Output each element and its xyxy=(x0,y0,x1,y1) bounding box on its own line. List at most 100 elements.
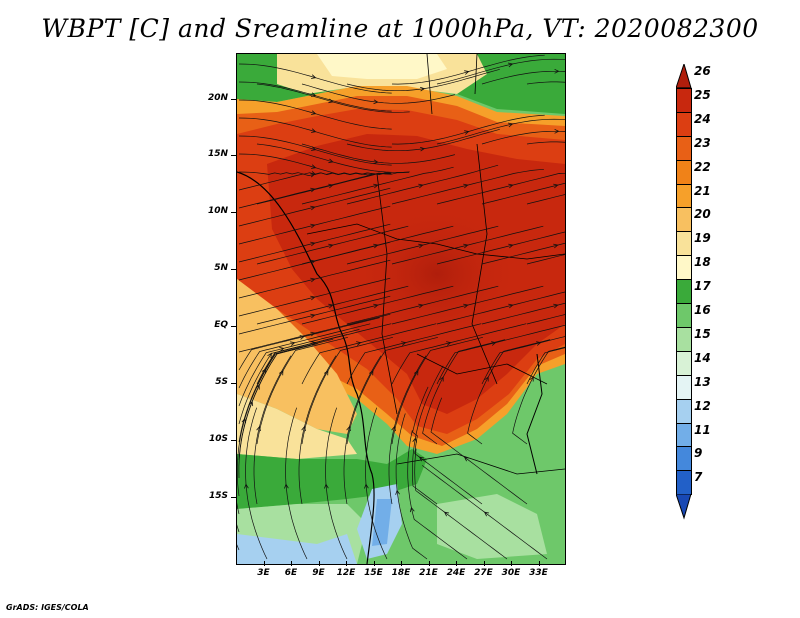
colorbar-segment xyxy=(676,326,692,352)
streamline-arrow xyxy=(310,187,316,193)
colorbar-segment xyxy=(676,159,692,185)
streamline-arrow xyxy=(244,483,249,489)
streamline xyxy=(237,524,240,533)
streamline-arrow xyxy=(373,243,379,249)
field-26-core xyxy=(352,204,522,344)
streamline xyxy=(481,70,565,85)
streamline-arrow xyxy=(536,341,542,346)
lon-tick-mark xyxy=(538,561,540,566)
streamline-arrow xyxy=(261,368,267,374)
colorbar-label: 21 xyxy=(694,183,711,198)
streamline-arrow xyxy=(554,128,560,134)
lon-tick-label: 33E xyxy=(529,568,548,578)
colorbar-label: 7 xyxy=(694,470,703,485)
colorbar-label: 22 xyxy=(694,159,711,174)
lon-tick-label: 12E xyxy=(336,568,356,578)
streamline-arrow xyxy=(311,110,317,115)
streamline-arrow xyxy=(311,164,317,169)
streamline xyxy=(436,231,565,265)
colorbar-segment xyxy=(676,207,692,233)
streamline-arrow xyxy=(310,205,316,211)
lon-tick-mark xyxy=(346,561,347,566)
field-atlantic-19 xyxy=(237,394,357,459)
streamline xyxy=(481,302,565,325)
lon-tick-mark xyxy=(263,561,265,566)
colorbar-label: 14 xyxy=(694,350,711,365)
streamline-arrow xyxy=(508,183,514,189)
streamline-arrow xyxy=(279,347,285,352)
streamline-arrow xyxy=(356,341,362,346)
streamline-arrow xyxy=(419,86,426,92)
lat-tick-mark xyxy=(231,439,236,441)
colorbar-label: 11 xyxy=(694,422,711,437)
lat-tick-mark xyxy=(231,382,236,384)
lon-tick-label: 27E xyxy=(474,568,493,578)
streamline-arrow xyxy=(373,183,379,189)
colorbar-segment xyxy=(676,374,692,400)
streamline-arrow xyxy=(328,303,334,309)
border-2 xyxy=(376,173,398,415)
streamline-arrow xyxy=(401,341,407,346)
streamline-arrow xyxy=(439,376,444,382)
streamline-arrow xyxy=(464,130,470,135)
streamline xyxy=(526,81,565,85)
streamline-arrow xyxy=(413,370,419,376)
streamline-arrow xyxy=(346,425,351,432)
lat-tick-label: 10N xyxy=(207,206,228,217)
coastline-west xyxy=(237,171,375,564)
colorbar-segment xyxy=(676,279,692,304)
field-north-18 xyxy=(317,54,447,79)
lat-tick-label: 10S xyxy=(208,433,228,444)
streamline xyxy=(481,242,565,265)
lat-tick-mark xyxy=(231,212,236,214)
lat-tick-mark xyxy=(231,269,236,271)
lon-tick-label: 24E xyxy=(446,568,466,578)
streamline-arrow xyxy=(328,98,334,104)
streamline-arrow xyxy=(508,303,514,309)
streamline xyxy=(237,502,240,515)
streamline-arrow xyxy=(443,511,450,517)
lon-tick-mark xyxy=(401,561,402,566)
colorbar-label: 18 xyxy=(694,255,711,270)
lat-tick-mark xyxy=(231,98,236,100)
map-panel xyxy=(236,53,566,565)
lon-tick-mark xyxy=(428,561,430,566)
streamline-arrow xyxy=(507,122,514,128)
lon-tick-mark xyxy=(318,561,320,566)
streamline-arrow xyxy=(553,183,559,189)
streamline-arrow xyxy=(267,352,272,358)
streamline-arrow xyxy=(395,489,400,495)
streamline-arrow xyxy=(311,146,317,151)
streamline-arrow xyxy=(491,341,497,346)
colorbar-label: 15 xyxy=(694,326,711,341)
streamline-arrow xyxy=(290,341,296,346)
lon-tick-label: 30E xyxy=(501,568,521,578)
colorbar-label: 19 xyxy=(694,231,711,246)
colorbar-segment xyxy=(676,422,692,448)
streamline xyxy=(481,182,565,205)
colorbar-segment xyxy=(676,470,692,496)
streamline xyxy=(481,336,565,385)
border-3 xyxy=(471,143,498,385)
streamline-arrow xyxy=(311,341,317,346)
streamline-arrow xyxy=(483,511,490,517)
streamline-arrow xyxy=(301,425,306,432)
streamline xyxy=(526,194,565,205)
colorbar-label: 26 xyxy=(694,64,711,78)
colorbar-label: 24 xyxy=(694,111,711,126)
streamline xyxy=(237,544,240,551)
lon-tick-label: 21E xyxy=(419,568,438,578)
streamline-arrow xyxy=(310,223,316,229)
colorbar-segment xyxy=(676,255,692,281)
streamline-arrow xyxy=(241,417,247,424)
lon-tick-mark xyxy=(483,561,485,566)
lon-tick-mark xyxy=(511,561,512,566)
colorbar-segment xyxy=(676,111,692,137)
streamline-arrow xyxy=(310,277,316,283)
streamline-arrow xyxy=(553,243,559,249)
streamline-arrow xyxy=(463,456,470,462)
lat-tick-label: 15S xyxy=(208,490,228,501)
streamline-arrow xyxy=(418,243,424,249)
colorbar-label: 13 xyxy=(694,374,711,389)
streamline-arrow xyxy=(446,341,452,346)
